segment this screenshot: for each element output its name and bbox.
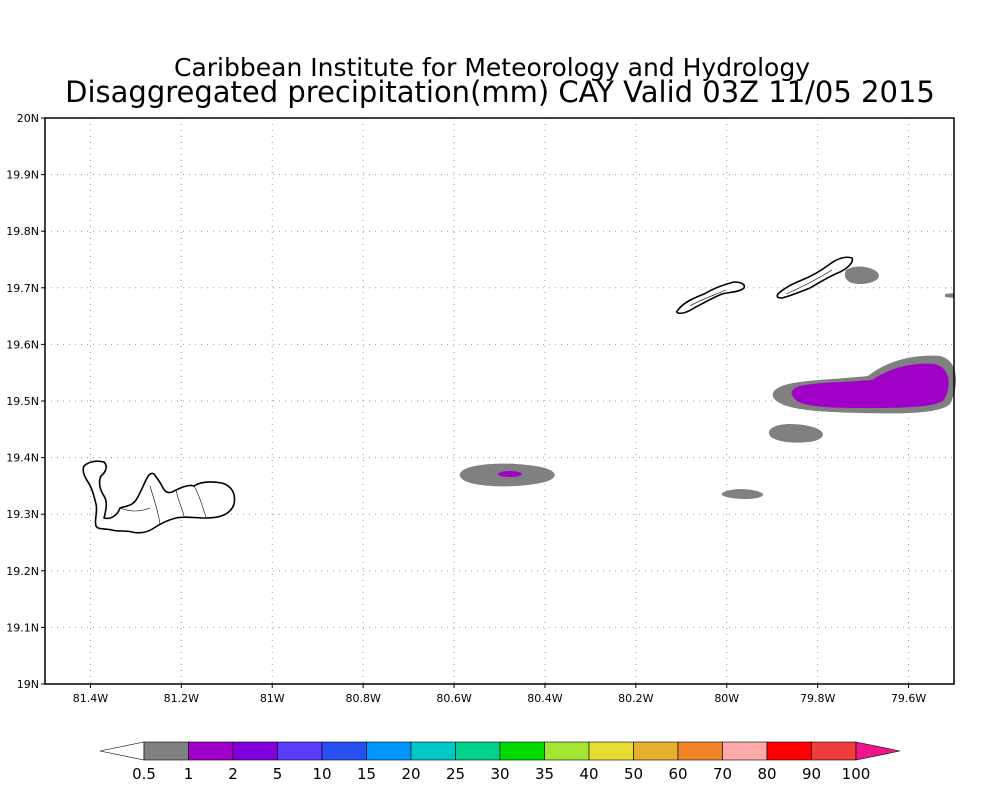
colorbar-swatch [366,741,412,761]
y-tick-label: 19.5N [6,395,39,408]
x-tick-label: 80.8W [345,692,380,705]
island-little-cayman [676,281,746,315]
colorbar-swatch [544,741,590,761]
y-tick-label: 19.4N [6,452,39,465]
cayman-brac-interior [785,269,833,295]
colorbar-swatch [766,741,812,761]
y-tick-label: 20N [17,112,39,125]
colorbar-label: 90 [802,765,821,783]
colorbar-swatch [633,741,679,761]
x-tick-label: 81.2W [164,692,199,705]
island-grand-cayman [82,460,236,534]
x-tick-label: 79.6W [891,692,926,705]
colorbar-swatch [811,741,857,761]
y-tick-label: 19.3N [6,508,39,521]
island-cayman-brac [776,256,854,299]
colorbar-min-triangle [99,741,145,761]
axis-tick-labels: 81.4W 81.2W 81W 80.8W 80.6W 80.4W 80.2W 80W 79.8… [6,112,926,705]
colorbar-label: 2 [228,765,238,783]
colorbar-label: 10 [312,765,331,783]
y-tick-label: 19N [17,678,39,691]
colorbar-label: 40 [579,765,598,783]
colorbar-swatch [277,741,323,761]
district-boundary-3 [193,485,207,518]
x-tick-label: 80.4W [527,692,562,705]
title-line-1: Caribbean Institute for Meteorology and … [174,53,810,82]
x-tick-label: 80.2W [618,692,653,705]
colorbar-label: 50 [624,765,643,783]
title-line-2: Disaggregated precipitation(mm) CAY Vali… [65,75,935,109]
y-tick-label: 19.7N [6,282,39,295]
y-tick-label: 19.9N [6,169,39,182]
colorbar-swatch [188,741,234,761]
x-tick-label: 79.8W [800,692,835,705]
coastlines [82,256,854,534]
little-cayman-interior [689,289,727,307]
colorbar-label: 5 [273,765,283,783]
colorbar-label: 0.5 [132,765,156,783]
colorbar-swatch [410,741,456,761]
x-tick-label: 80W [714,692,739,705]
colorbar-label: 70 [713,765,732,783]
colorbar-swatch [455,741,501,761]
x-tick-label: 81W [260,692,285,705]
colorbar-label: 1 [184,765,194,783]
colorbar-label: 35 [535,765,554,783]
y-tick-label: 19.2N [6,565,39,578]
colorbar-label: 80 [757,765,776,783]
colorbar-label: 15 [357,765,376,783]
precip-area-central-core [498,471,522,477]
colorbar: 0.5 1 2 5 10 15 20 25 30 35 40 50 60 70 80 90 100 [99,741,901,783]
colorbar-swatch [722,741,768,761]
x-tick-label: 81.4W [73,692,108,705]
colorbar-swatch [321,741,367,761]
precip-area-east-small-1 [768,423,823,443]
y-tick-label: 19.8N [6,225,39,238]
colorbar-label: 20 [401,765,420,783]
x-tick-label: 80.6W [436,692,471,705]
colorbar-label: 30 [490,765,509,783]
colorbar-swatch [499,741,545,761]
precip-area-east-core [791,363,949,408]
precip-area-northeast [844,266,879,284]
district-boundary-1 [149,485,161,525]
colorbar-swatch [677,741,723,761]
y-tick-label: 19.6N [6,338,39,351]
colorbar-swatch [232,741,278,761]
precip-area-east-small-2 [721,489,764,499]
colorbar-label: 100 [842,765,871,783]
colorbar-max-triangle [855,741,901,761]
district-boundary-4 [119,507,151,512]
colorbar-swatch [143,741,189,761]
colorbar-label: 60 [668,765,687,783]
precip-area-edge [945,293,954,298]
precipitation-shading [459,266,956,499]
y-tick-label: 19.1N [6,621,39,634]
colorbar-label: 25 [446,765,465,783]
colorbar-swatch [588,741,634,761]
district-boundary-2 [175,489,185,517]
